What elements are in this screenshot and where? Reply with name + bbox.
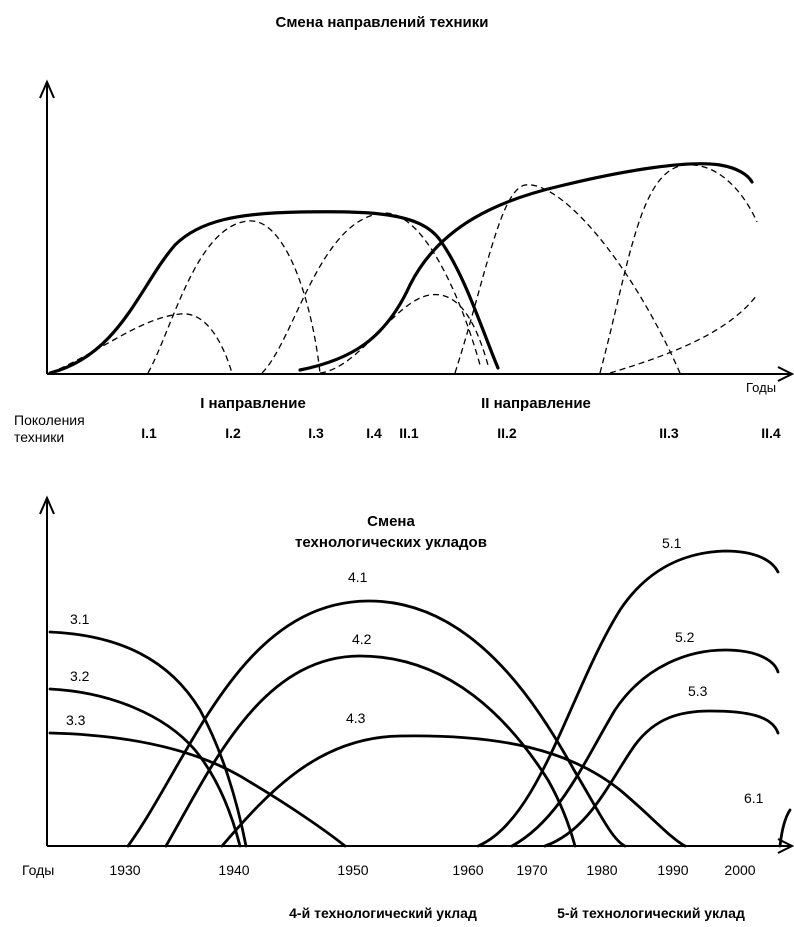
bottom-x-axis-label: Годы: [22, 862, 54, 878]
curve-4-3: [220, 734, 687, 848]
curve-label-4-3: 4.3: [346, 710, 366, 726]
generation-label-i4: I.4: [366, 425, 382, 441]
generation-curve-i4: [319, 294, 489, 374]
curve-5-2: [510, 648, 780, 848]
curve-label-5-2: 5.2: [675, 629, 695, 645]
curve-label-4-2: 4.2: [352, 631, 372, 647]
generation-curve-i2: [147, 220, 321, 374]
generations-label-line1: Поколения: [14, 412, 85, 428]
direction-1-envelope: [48, 210, 500, 375]
generation-curve-ii3: [609, 294, 758, 374]
curve-5-3: [543, 709, 780, 848]
direction-2-label: II направление: [481, 395, 591, 412]
top-x-axis-label: Годы: [746, 380, 776, 395]
generation-label-i3: I.3: [308, 425, 324, 441]
curve-label-5-1: 5.1: [662, 535, 682, 551]
bottom-title-line2: технологических укладов: [295, 534, 487, 551]
curve-4-1: [126, 599, 627, 848]
year-label-1940: 1940: [218, 862, 249, 878]
year-label-2000: 2000: [724, 862, 755, 878]
curve-6-1: [778, 808, 792, 848]
curve-label-4-1: 4.1: [348, 569, 368, 585]
year-label-1980: 1980: [586, 862, 617, 878]
bottom-title-line1: Смена: [367, 513, 415, 530]
generations-label-line2: техники: [14, 429, 64, 445]
curve-label-3-1: 3.1: [70, 611, 90, 627]
generation-label-ii4: II.4: [761, 425, 781, 441]
bottom-axes: [39, 495, 794, 854]
direction-2-envelope: [298, 162, 754, 372]
curve-label-5-3: 5.3: [688, 683, 708, 699]
year-label-1960: 1960: [452, 862, 483, 878]
generation-label-i2: I.2: [225, 425, 241, 441]
top-axes: [39, 79, 794, 382]
uklad-5-label: 5-й технологический уклад: [557, 905, 745, 921]
curve-5-1: [476, 549, 780, 848]
curve-label-3-3: 3.3: [66, 712, 86, 728]
curve-label-3-2: 3.2: [70, 668, 90, 684]
generation-label-ii2: II.2: [497, 425, 517, 441]
generation-curve-ii1: [454, 184, 681, 374]
uklad-4-label: 4-й технологический уклад: [289, 905, 477, 921]
year-label-1970: 1970: [516, 862, 547, 878]
curve-4-2: [164, 654, 577, 848]
year-label-1930: 1930: [109, 862, 140, 878]
year-label-1950: 1950: [337, 862, 368, 878]
generation-curve-ii2: [599, 164, 758, 374]
year-label-1990: 1990: [657, 862, 688, 878]
generation-label-i1: I.1: [141, 425, 157, 441]
direction-1-label: I направление: [200, 395, 306, 412]
curve-3-2: [48, 687, 242, 848]
generation-label-ii1: II.1: [399, 425, 419, 441]
curve-3-1: [48, 630, 248, 848]
curve-label-6-1: 6.1: [744, 790, 764, 806]
generation-curve-i1: [49, 313, 233, 374]
top-title: Смена направлений техники: [275, 14, 488, 31]
curve-3-3: [48, 731, 347, 848]
generation-label-ii3: II.3: [659, 425, 679, 441]
